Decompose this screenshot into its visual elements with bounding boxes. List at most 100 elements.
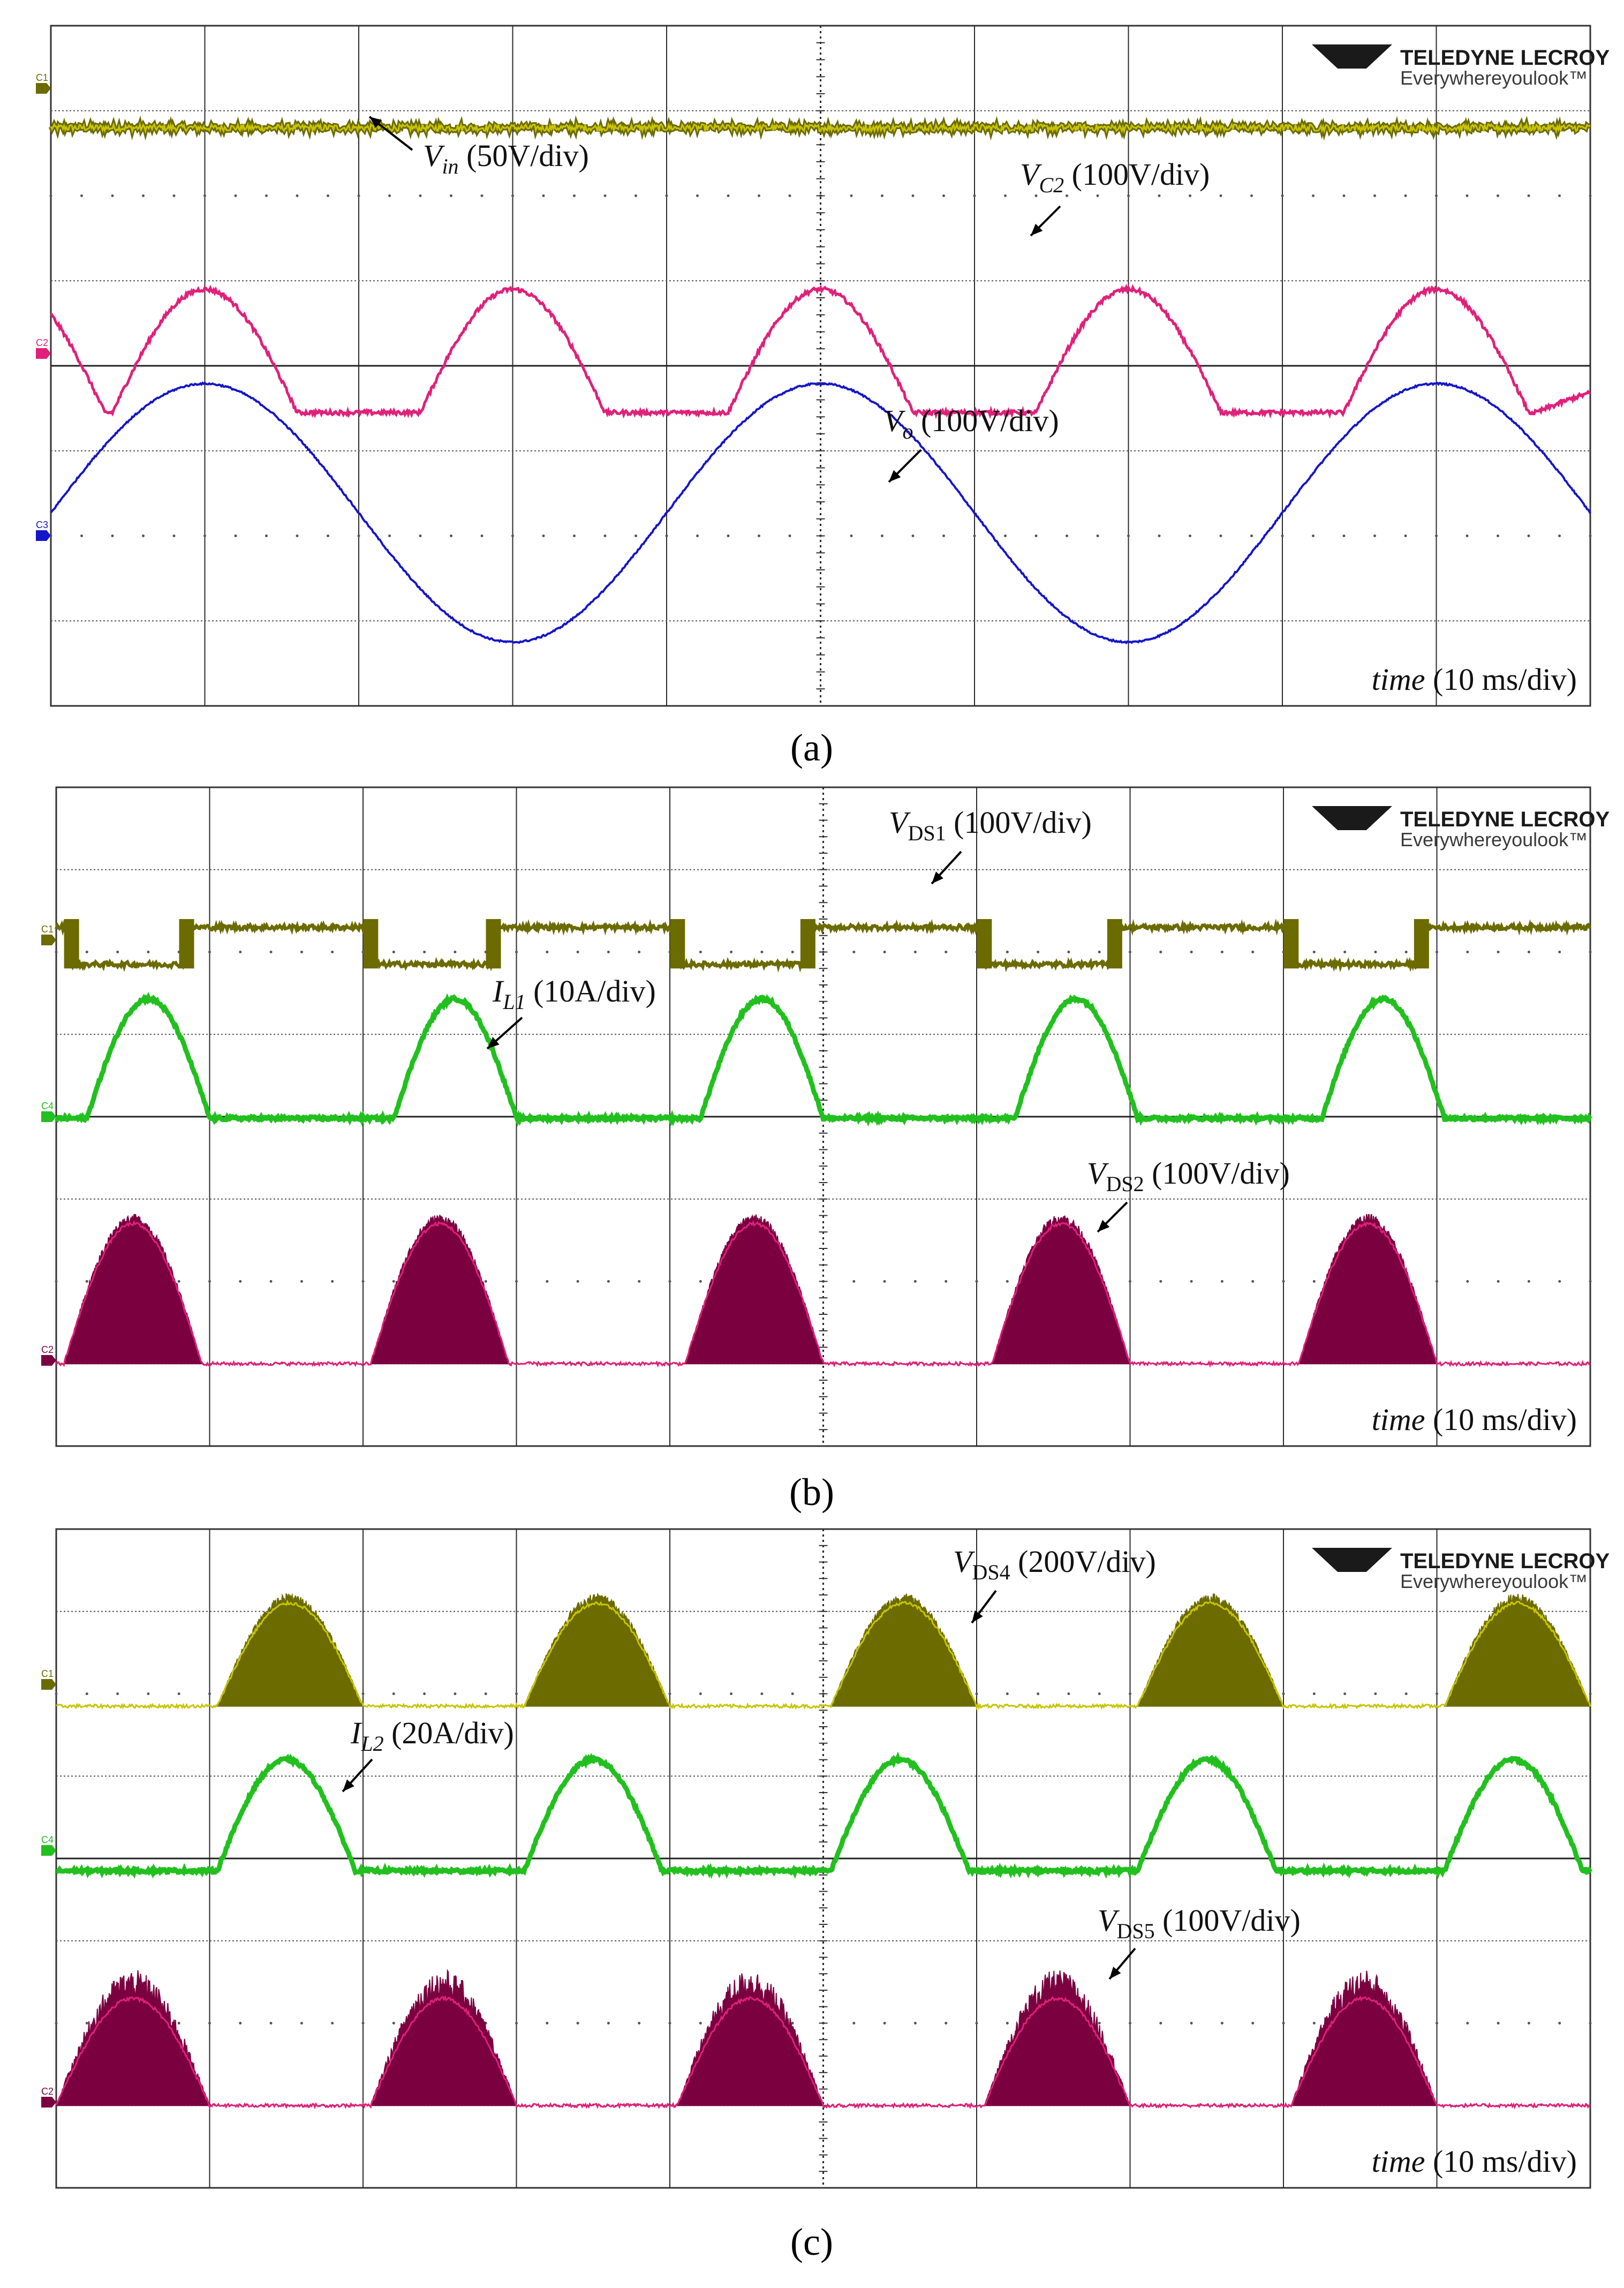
grid-dot [791,2022,794,2024]
grid-dot [1558,1280,1561,1283]
grid-dot [419,535,422,537]
channel-marker-label: C2 [36,337,48,348]
trace-line [50,381,1591,645]
switching-envelope [55,1970,211,2106]
grid-dot [913,2022,917,2024]
series-label-sub: C2 [1039,173,1064,197]
grid-dot [883,951,886,953]
switching-edge [1414,919,1429,969]
grid-dot [1374,951,1377,953]
trace-VDS2 [55,1214,1591,1368]
grid-dot [1219,194,1222,197]
series-label-main: V [883,403,906,438]
grid-dot [1250,194,1253,197]
channel-marker-icon [36,83,51,94]
series-label-scale: (100V/div) [1155,1903,1301,1938]
channel-marker-icon [36,348,51,359]
grid-dot [1374,1692,1377,1695]
grid-dot [55,2022,58,2024]
grid-dot [1190,2022,1193,2024]
grid-dot [760,951,764,953]
grid-dot [1127,194,1130,197]
grid-dot [454,951,457,953]
grid-dot [1158,194,1161,197]
grid-dot [265,194,268,197]
grid-dot [727,535,730,537]
grid-dot [239,951,242,953]
grid-dot [1281,535,1284,537]
grid-dot [480,535,484,537]
grid-dot [730,951,733,953]
grid-dot [511,194,514,197]
series-label-sub: DS4 [972,1560,1010,1584]
series-label: IL1 (10A/div) [492,974,656,1014]
grid-dot [147,951,150,953]
brand-tagline: Everywhereyoulook™ [1400,829,1588,851]
series-label-scale: (100V/div) [946,805,1092,840]
grid-dot [1006,2022,1009,2024]
trace-line [55,1995,1591,2110]
switching-envelope [1290,1970,1438,2106]
switching-envelope [676,1973,824,2106]
series-label-scale: (100V/div) [1144,1156,1290,1191]
brand-name: TELEDYNE LECROY [1400,808,1610,831]
grid-dot [883,2022,886,2024]
switching-envelope [983,1970,1131,2106]
time-scale-label: time (10 ms/div) [1372,662,1577,697]
series-label-main: I [350,1715,362,1750]
grid-dot [668,2022,671,2024]
brand-name: TELEDYNE LECROY [1400,1549,1610,1573]
grid-dot [635,535,637,537]
grid-dot [1589,1692,1592,1695]
grid-dot [1159,2022,1162,2024]
panel-caption: (c) [790,2221,833,2263]
grid-dot [1159,1280,1162,1283]
grid-dot [1220,2022,1223,2024]
trace-IL2 [56,1751,1592,1879]
grid-dot [423,951,426,953]
grid-dot [1435,194,1438,197]
grid-dot [142,194,145,197]
trace-Vin [48,115,1591,141]
grid-dot [635,194,637,197]
grid-dot [239,2022,242,2024]
grid-dot [975,2022,978,2024]
grid-dot [300,951,303,953]
grid-dot [392,1280,395,1283]
grid-dot [177,1692,180,1695]
series-label: Vo (100V/div) [883,403,1059,443]
grid-dot [1497,194,1499,197]
series-label: VC2 (100V/div) [1020,157,1210,197]
grid-dot [542,194,545,197]
brand-tagline: Everywhereyoulook™ [1400,1570,1588,1592]
grid-dot [1281,194,1284,197]
switching-envelope [684,1214,824,1365]
grid-dot [1497,2022,1500,2024]
arrowhead-icon [972,1610,983,1623]
grid-dot [945,1280,948,1283]
grid-dot [1466,194,1469,197]
grid-dot [1312,2022,1316,2024]
grid-dot [1342,535,1346,537]
grid-dot [85,1692,88,1695]
grid-dot [973,535,976,537]
switching-edge [179,919,194,969]
grid-dot [1158,535,1161,537]
grid-dot [1159,951,1162,953]
grid-dot [388,194,391,197]
grid-dot [331,1280,334,1283]
grid-dot [1037,1692,1040,1695]
grid-dot [392,1692,395,1695]
grid-dot [883,1280,886,1283]
trace-line [56,1599,1591,1711]
grid-dot [234,194,237,197]
grid-dot [1342,194,1346,197]
grid-dot [638,2022,641,2024]
trace-line [54,991,1592,1127]
grid-dot [942,194,945,197]
series-label-scale: (50V/div) [459,138,589,173]
series-label-main: V [1098,1903,1120,1938]
arrowhead-icon [1031,223,1043,236]
grid-dot [1098,2022,1101,2024]
grid-dot [327,194,329,197]
